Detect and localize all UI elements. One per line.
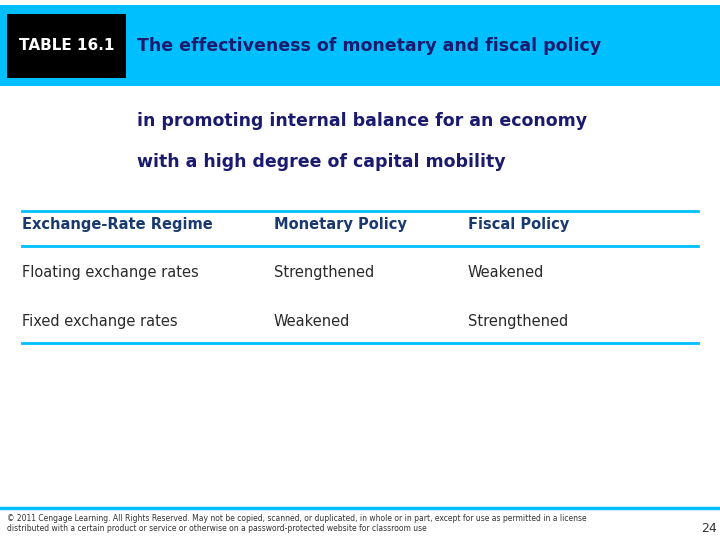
Text: The effectiveness of monetary and fiscal policy: The effectiveness of monetary and fiscal…	[137, 37, 601, 55]
Text: Exchange-Rate Regime: Exchange-Rate Regime	[22, 217, 212, 232]
Text: Fiscal Policy: Fiscal Policy	[468, 217, 570, 232]
Text: Strengthened: Strengthened	[274, 265, 374, 280]
Text: 24: 24	[701, 522, 716, 535]
FancyBboxPatch shape	[7, 14, 126, 78]
Text: with a high degree of capital mobility: with a high degree of capital mobility	[137, 153, 505, 171]
Text: © 2011 Cengage Learning. All Rights Reserved. May not be copied, scanned, or dup: © 2011 Cengage Learning. All Rights Rese…	[7, 514, 587, 534]
Text: Weakened: Weakened	[468, 265, 544, 280]
Text: Fixed exchange rates: Fixed exchange rates	[22, 314, 177, 329]
Text: in promoting internal balance for an economy: in promoting internal balance for an eco…	[137, 112, 587, 131]
Text: Monetary Policy: Monetary Policy	[274, 217, 407, 232]
Text: TABLE 16.1: TABLE 16.1	[19, 38, 114, 53]
Text: Strengthened: Strengthened	[468, 314, 568, 329]
Text: Floating exchange rates: Floating exchange rates	[22, 265, 198, 280]
FancyBboxPatch shape	[0, 5, 720, 86]
Text: Weakened: Weakened	[274, 314, 350, 329]
